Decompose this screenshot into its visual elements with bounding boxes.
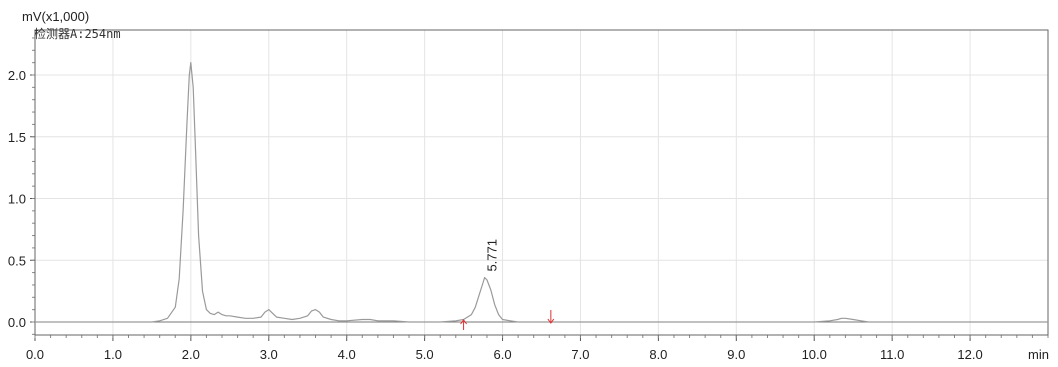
- y-tick-label: 1.5: [8, 130, 26, 145]
- x-unit-label: min: [1028, 347, 1049, 362]
- x-tick-label: 12.0: [957, 347, 982, 362]
- integration-marker-layer: [460, 310, 555, 330]
- x-tick-label: 7.0: [571, 347, 589, 362]
- label-layer: mV(x1,000) 检测器A:254nm min 0.0 1.0 2.0 3.0 4.…: [8, 9, 1049, 362]
- plot-frame: [34, 29, 1049, 336]
- y-tick-label: 1.0: [8, 192, 26, 207]
- y-tick-label: 0.0: [8, 315, 26, 330]
- y-unit-label: mV(x1,000): [22, 9, 89, 24]
- x-tick-label: 3.0: [260, 347, 278, 362]
- integration-start-marker-head: [460, 319, 467, 325]
- peak-retention-label: 5.771: [485, 239, 500, 272]
- x-tick-label: 10.0: [802, 347, 827, 362]
- axes-layer: [30, 29, 1049, 341]
- integration-end-marker-head: [547, 318, 555, 324]
- grid-layer: [35, 30, 1048, 335]
- x-tick-label: 0.0: [26, 347, 44, 362]
- x-tick-label: 9.0: [727, 347, 745, 362]
- x-tick-label: 2.0: [182, 347, 200, 362]
- x-tick-label: 5.0: [416, 347, 434, 362]
- x-tick-label: 6.0: [493, 347, 511, 362]
- x-tick-label: 11.0: [880, 347, 904, 362]
- series-layer: [35, 61, 1048, 323]
- x-tick-label: 4.0: [338, 347, 356, 362]
- detector-label: 检测器A:254nm: [34, 26, 121, 41]
- x-tick-label: 8.0: [649, 347, 667, 362]
- y-tick-label: 2.0: [8, 68, 26, 83]
- chromatogram-trace: [35, 61, 1048, 323]
- y-tick-label: 0.5: [8, 253, 26, 268]
- x-tick-label: 1.0: [104, 347, 122, 362]
